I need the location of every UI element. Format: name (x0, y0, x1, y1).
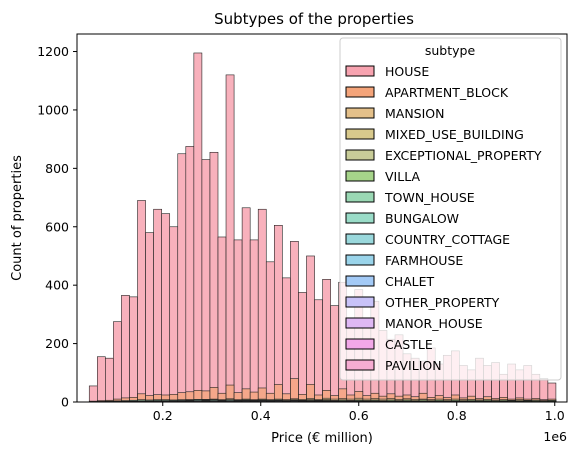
bar (202, 160, 210, 402)
legend-swatch (346, 297, 374, 307)
legend-swatch (346, 255, 374, 265)
legend-swatch (346, 192, 374, 202)
bar (282, 278, 290, 402)
legend-label: COUNTRY_COTTAGE (385, 232, 510, 247)
bar (315, 300, 323, 402)
bar (170, 227, 178, 402)
bar (89, 386, 97, 402)
legend-swatch (346, 66, 374, 76)
bar (186, 146, 194, 402)
x-axis-ticks: 0.2 0.4 0.6 0.8 1.0 (153, 402, 565, 423)
y-tick-label: 0 (61, 395, 69, 410)
x-tick-label: 0.6 (349, 408, 369, 423)
bar (121, 295, 129, 402)
bar (298, 292, 306, 402)
x-axis-label: Price (€ million) (271, 431, 373, 446)
chart-title: Subtypes of the properties (214, 10, 414, 28)
y-tick-label: 1200 (37, 44, 69, 59)
bar (154, 209, 162, 402)
bar (250, 240, 258, 402)
bar (226, 75, 234, 402)
bar (331, 306, 339, 402)
bar (146, 233, 154, 402)
bar (234, 240, 242, 402)
bar (306, 256, 314, 402)
y-tick-label: 600 (45, 219, 69, 234)
legend-swatch (346, 87, 374, 97)
bar (129, 297, 137, 402)
legend: subtype HOUSE APARTMENT_BLOCK MANSION MIXED… (340, 38, 561, 380)
legend-label: EXCEPTIONAL_PROPERTY (385, 148, 542, 163)
legend-label: OTHER_PROPERTY (385, 295, 500, 310)
bar (274, 225, 282, 402)
bar (113, 322, 121, 402)
legend-label: APARTMENT_BLOCK (385, 85, 509, 100)
bar (210, 152, 218, 402)
bar (105, 358, 113, 402)
bar (194, 53, 202, 402)
legend-swatch (346, 360, 374, 370)
legend-label: FARMHOUSE (385, 253, 463, 268)
x-tick-label: 0.2 (153, 408, 173, 423)
y-tick-label: 400 (45, 278, 69, 293)
legend-swatch (346, 129, 374, 139)
bar (97, 357, 105, 402)
x-tick-label: 1.0 (545, 408, 565, 423)
legend-label: MANOR_HOUSE (385, 316, 483, 331)
legend-label: MANSION (385, 106, 445, 121)
x-axis-offset-label: 1e6 (543, 429, 567, 444)
legend-swatch (346, 213, 374, 223)
legend-title: subtype (425, 43, 476, 58)
x-tick-label: 0.4 (251, 408, 271, 423)
legend-label: MIXED_USE_BUILDING (385, 127, 524, 142)
legend-swatch (346, 108, 374, 118)
legend-swatch (346, 150, 374, 160)
bar (218, 237, 226, 402)
bar (258, 209, 266, 402)
bar (323, 279, 331, 402)
legend-label: HOUSE (385, 64, 429, 79)
legend-swatch (346, 234, 374, 244)
y-tick-label: 1000 (37, 102, 69, 117)
y-axis-label: Count of properties (10, 155, 25, 281)
x-tick-label: 0.8 (447, 408, 467, 423)
bar (242, 208, 250, 402)
bar (540, 379, 548, 402)
legend-swatch (346, 318, 374, 328)
bar (290, 241, 298, 402)
legend-swatch (346, 339, 374, 349)
legend-label: BUNGALOW (385, 211, 459, 226)
bar (178, 154, 186, 402)
y-tick-label: 800 (45, 161, 69, 176)
bar (266, 262, 274, 402)
y-axis-ticks: 0 200 400 600 800 1000 1200 (37, 44, 77, 409)
legend-label: CASTLE (385, 337, 433, 352)
legend-label: TOWN_HOUSE (384, 190, 475, 205)
legend-swatch (346, 171, 374, 181)
legend-label: CHALET (385, 274, 435, 289)
bar (138, 200, 146, 402)
y-tick-label: 200 (45, 336, 69, 351)
legend-label: VILLA (385, 169, 420, 184)
legend-swatch (346, 276, 374, 286)
legend-label: PAVILION (385, 358, 442, 373)
bar (162, 214, 170, 402)
